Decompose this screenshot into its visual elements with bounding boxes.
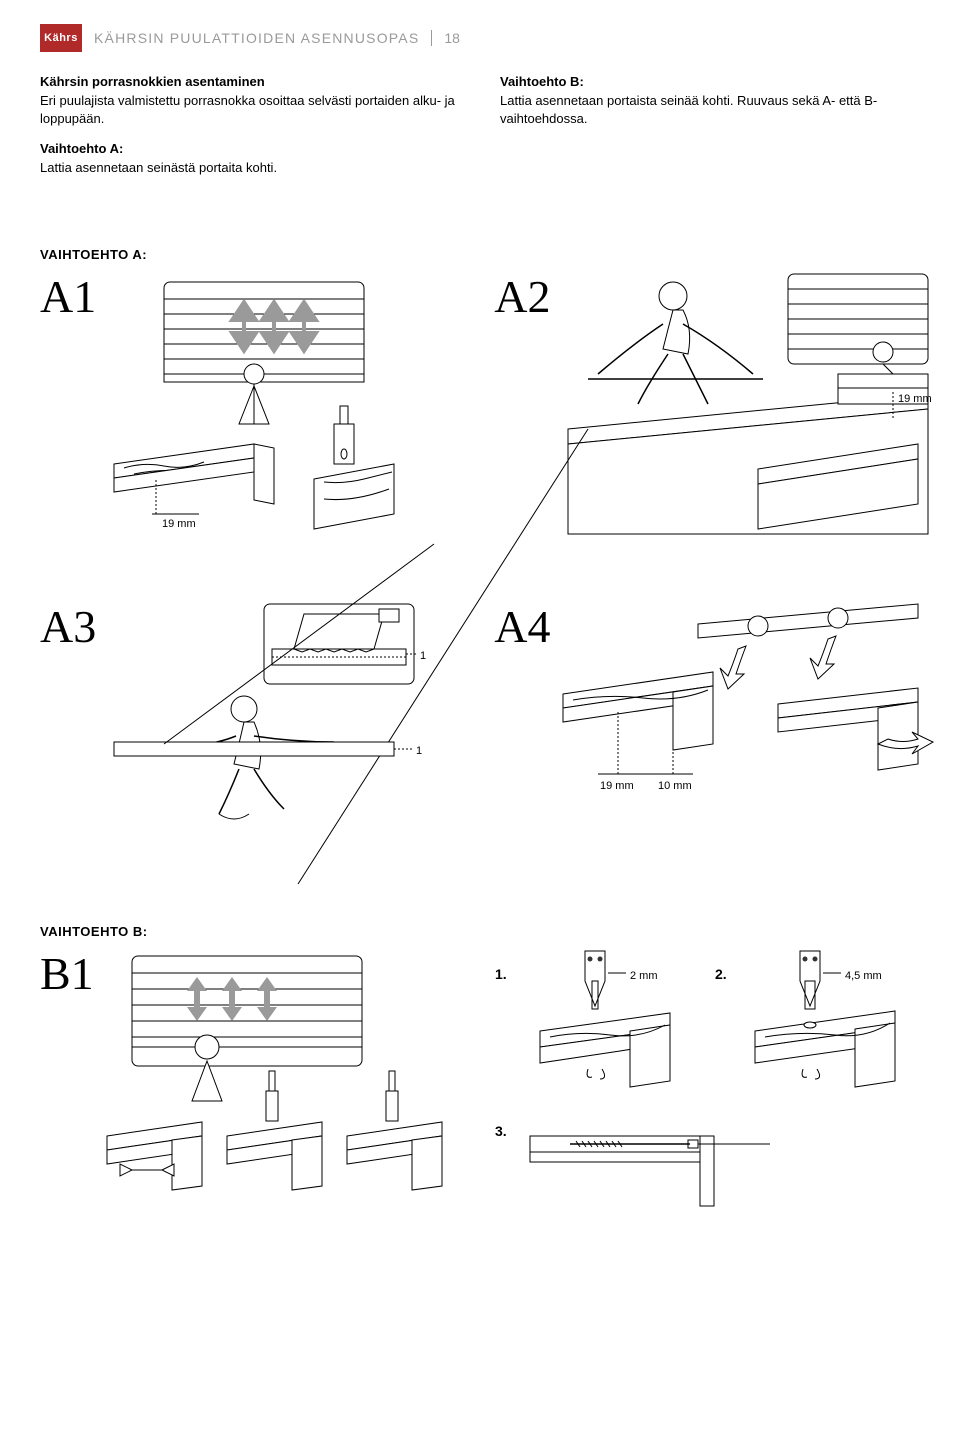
- b1-label-1: 1.: [495, 966, 507, 982]
- b1-label-3: 3.: [495, 1123, 507, 1139]
- step-b1-illustration: [102, 951, 452, 1221]
- step-a4: A4 19 mm 10 mm: [494, 604, 938, 824]
- dim-a4-10: 10 mm: [658, 780, 692, 792]
- step-b1-details-illustration: 1. 2 mm: [490, 951, 920, 1221]
- doc-title: KÄHRSIN PUULATTIOIDEN ASENNUSOPAS: [94, 30, 419, 46]
- step-a4-label: A4: [494, 604, 550, 650]
- section-b-heading: VAIHTOEHTO B:: [40, 924, 920, 939]
- brand-logo: Kährs: [40, 24, 82, 52]
- section-a-heading: VAIHTOEHTO A:: [40, 247, 920, 262]
- page-number: 18: [444, 30, 460, 46]
- opt-b-text: Lattia asennetaan portaista seinää kohti…: [500, 92, 920, 127]
- intro-title: Kährsin porrasnokkien asentaminen: [40, 74, 460, 89]
- b1-dim-45mm: 4,5 mm: [845, 970, 882, 982]
- dim-a1-19: 19 mm: [162, 518, 196, 530]
- opt-b-title: Vaihtoehto B:: [500, 74, 920, 89]
- dim-a4-19: 19 mm: [600, 780, 634, 792]
- header-divider: [431, 30, 432, 46]
- step-a3: A3 1: [40, 604, 464, 834]
- dim-a3-1a: 1: [420, 650, 426, 662]
- step-b1-label: B1: [40, 951, 94, 997]
- step-a2-illustration: 19 mm: [558, 274, 938, 554]
- intro-columns: Kährsin porrasnokkien asentaminen Eri pu…: [40, 74, 920, 177]
- step-a1-label: A1: [40, 274, 96, 320]
- b1-label-2: 2.: [715, 966, 727, 982]
- dim-a3-1b: 1: [416, 745, 422, 757]
- step-b1-details: 1. 2 mm: [490, 951, 920, 1226]
- step-a2: A2: [494, 274, 938, 554]
- dim-a2-19: 19 mm: [898, 393, 932, 405]
- step-a3-label: A3: [40, 604, 96, 650]
- step-a1-illustration: 19 mm: [104, 274, 464, 534]
- b1-dim-2mm: 2 mm: [630, 970, 658, 982]
- step-a4-illustration: 19 mm 10 mm: [558, 604, 938, 824]
- step-b1: B1: [40, 951, 460, 1221]
- intro-text: Eri puulajista valmistettu porrasnokka o…: [40, 92, 460, 127]
- opt-a-title: Vaihtoehto A:: [40, 141, 460, 156]
- step-a3-illustration: 1 1: [104, 604, 464, 834]
- page-header: Kährs KÄHRSIN PUULATTIOIDEN ASENNUSOPAS …: [40, 24, 920, 52]
- opt-a-text: Lattia asennetaan seinästä portaita koht…: [40, 159, 460, 177]
- step-a2-label: A2: [494, 274, 550, 320]
- step-a1: A1: [40, 274, 464, 534]
